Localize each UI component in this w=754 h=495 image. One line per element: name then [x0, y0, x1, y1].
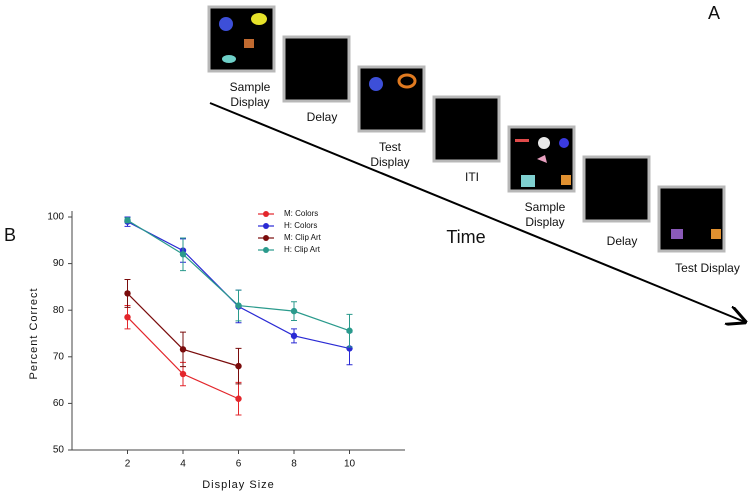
time-arrow [209, 102, 745, 322]
icon [251, 13, 267, 25]
x-tick-label: 2 [125, 459, 131, 470]
frame-label: Sample Display [524, 200, 566, 229]
icon [244, 39, 254, 48]
icon [538, 137, 550, 149]
frame-label: Delay [306, 110, 338, 124]
legend-label: H: Clip Art [284, 245, 321, 254]
y-tick-label: 60 [53, 398, 65, 409]
panel-label: B [4, 225, 16, 245]
data-point [290, 332, 298, 340]
time-label: Time [446, 227, 485, 247]
display-frame [357, 65, 426, 133]
x-tick-label: 6 [236, 459, 242, 470]
y-tick-label: 80 [53, 305, 65, 316]
display-frame [582, 155, 651, 223]
display-frame [282, 35, 351, 103]
x-tick-label: 8 [291, 459, 297, 470]
icon [561, 175, 571, 185]
y-tick-label: 100 [47, 212, 64, 223]
icon [515, 139, 529, 142]
legend-label: M: Clip Art [284, 233, 322, 242]
icon [219, 17, 233, 31]
data-point [235, 395, 242, 402]
frame-label: Sample Display [229, 80, 271, 109]
legend-marker [263, 211, 269, 217]
y-axis-label: Percent Correct [28, 287, 40, 379]
frame-label: Test Display [675, 261, 740, 275]
legend-label: M: Colors [284, 209, 318, 218]
display-frame [432, 95, 501, 163]
icon [397, 73, 417, 89]
y-tick-label: 70 [53, 351, 65, 362]
icon [559, 138, 569, 148]
data-point [124, 290, 131, 297]
data-point [346, 327, 353, 334]
icon [671, 229, 683, 239]
icon [537, 155, 547, 163]
legend-label: H: Colors [284, 221, 317, 230]
icon [521, 175, 535, 187]
y-tick-label: 90 [53, 258, 65, 269]
legend-marker [263, 247, 269, 253]
y-tick-label: 50 [53, 445, 65, 456]
legend-marker [263, 235, 269, 241]
data-point [179, 251, 187, 258]
legend-marker [263, 223, 269, 229]
frame-label: Delay [606, 234, 638, 248]
display-frame [657, 185, 726, 253]
frame-label: Test Display [370, 140, 410, 169]
icon [222, 55, 236, 63]
data-point [179, 346, 187, 353]
icon [369, 77, 383, 91]
data-point [235, 362, 242, 370]
icon [711, 229, 721, 239]
panel-label: A [708, 3, 720, 23]
data-point [235, 302, 242, 309]
data-point [290, 307, 298, 315]
data-point [179, 370, 187, 378]
x-tick-label: 4 [180, 459, 186, 470]
frame-label: ITI [465, 170, 479, 184]
x-tick-label: 10 [344, 459, 356, 470]
x-axis-label: Display Size [202, 479, 275, 491]
data-point [124, 313, 131, 321]
data-point [124, 217, 131, 224]
